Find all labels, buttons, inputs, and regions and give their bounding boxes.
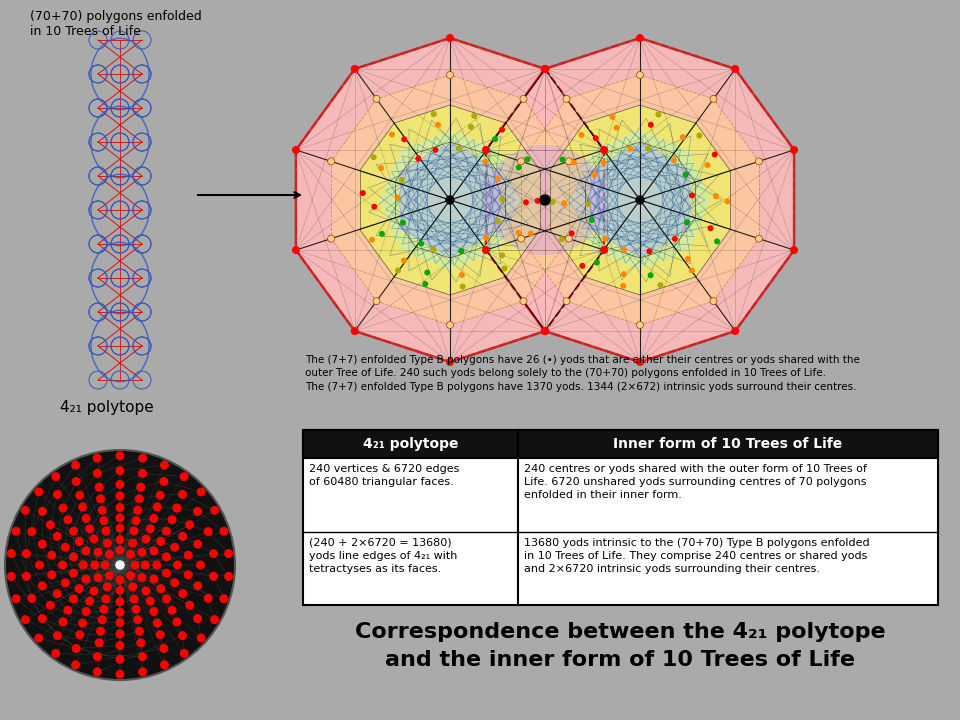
Circle shape [708, 225, 713, 231]
Circle shape [115, 503, 125, 512]
Circle shape [95, 482, 104, 492]
Circle shape [159, 644, 168, 653]
Circle shape [115, 480, 125, 489]
Circle shape [648, 122, 654, 127]
Circle shape [588, 217, 595, 223]
Circle shape [85, 597, 94, 606]
Circle shape [197, 634, 205, 643]
Circle shape [58, 560, 67, 570]
Circle shape [395, 194, 401, 201]
Circle shape [389, 132, 395, 138]
Circle shape [431, 111, 437, 117]
Circle shape [63, 606, 72, 615]
Circle shape [671, 158, 677, 163]
Circle shape [60, 578, 70, 588]
Circle shape [756, 158, 762, 165]
Circle shape [204, 527, 213, 536]
Circle shape [185, 600, 194, 610]
Circle shape [59, 618, 67, 626]
Circle shape [100, 516, 108, 525]
Circle shape [193, 581, 203, 590]
Circle shape [59, 503, 67, 513]
Circle shape [22, 572, 31, 581]
Circle shape [711, 151, 718, 158]
Circle shape [416, 156, 421, 161]
Text: 4₂₁ polytope: 4₂₁ polytope [363, 437, 458, 451]
Polygon shape [589, 142, 690, 258]
Circle shape [96, 495, 105, 503]
Circle shape [378, 165, 384, 171]
Circle shape [115, 546, 125, 554]
Text: and the inner form of 10 Trees of Life: and the inner form of 10 Trees of Life [385, 650, 855, 670]
Circle shape [79, 560, 87, 570]
Text: 4₂₁ polytope: 4₂₁ polytope [60, 400, 154, 415]
Circle shape [89, 587, 99, 595]
Circle shape [492, 136, 498, 142]
Circle shape [210, 506, 219, 515]
Circle shape [137, 573, 147, 582]
Circle shape [396, 267, 401, 274]
Circle shape [130, 526, 138, 536]
Circle shape [183, 570, 193, 580]
Circle shape [471, 113, 477, 119]
Circle shape [21, 615, 30, 624]
Circle shape [672, 236, 678, 242]
Text: 240 vertices & 6720 edges
of 60480 triangular faces.: 240 vertices & 6720 edges of 60480 trian… [309, 464, 460, 487]
Circle shape [132, 516, 140, 525]
Circle shape [224, 572, 233, 581]
Polygon shape [380, 130, 520, 270]
Circle shape [37, 581, 47, 590]
Circle shape [494, 218, 501, 224]
Circle shape [136, 638, 145, 647]
Circle shape [128, 539, 137, 548]
Circle shape [82, 514, 90, 523]
Circle shape [499, 196, 505, 202]
Circle shape [126, 550, 135, 559]
Circle shape [156, 491, 165, 500]
Circle shape [170, 578, 180, 588]
Circle shape [483, 235, 490, 240]
Circle shape [82, 575, 90, 584]
Circle shape [636, 358, 644, 366]
Circle shape [90, 560, 99, 570]
Circle shape [563, 95, 570, 102]
Text: Inner form of 10 Trees of Life: Inner form of 10 Trees of Life [613, 437, 843, 451]
Circle shape [115, 598, 125, 606]
Circle shape [648, 272, 654, 278]
Circle shape [520, 297, 527, 305]
Circle shape [350, 327, 359, 335]
Circle shape [12, 527, 20, 536]
Circle shape [37, 614, 47, 623]
Circle shape [105, 571, 114, 580]
Circle shape [96, 626, 105, 636]
Circle shape [725, 199, 731, 204]
Circle shape [69, 569, 78, 577]
Circle shape [710, 297, 717, 305]
Circle shape [115, 575, 125, 585]
Ellipse shape [485, 145, 605, 255]
Circle shape [369, 237, 375, 243]
Polygon shape [521, 75, 759, 325]
Circle shape [173, 560, 182, 570]
Text: 240 centres or yods shared with the outer form of 10 Trees of
Life. 6720 unshare: 240 centres or yods shared with the oute… [524, 464, 867, 500]
Circle shape [540, 195, 550, 205]
Circle shape [150, 575, 158, 584]
Circle shape [51, 649, 60, 658]
Text: (240 + 2×6720 = 13680)
yods line edges of 4₂₁ with
tetractyses as its faces.: (240 + 2×6720 = 13680) yods line edges o… [309, 538, 457, 574]
Circle shape [150, 514, 158, 523]
Polygon shape [331, 75, 569, 325]
Circle shape [360, 190, 366, 196]
Circle shape [130, 595, 138, 603]
Circle shape [458, 248, 465, 254]
Circle shape [594, 260, 600, 266]
Circle shape [100, 605, 108, 614]
Circle shape [565, 158, 572, 165]
Circle shape [162, 527, 171, 536]
Circle shape [636, 322, 643, 328]
Circle shape [714, 238, 720, 244]
Circle shape [499, 252, 505, 258]
Circle shape [168, 606, 177, 615]
Circle shape [645, 145, 651, 151]
Circle shape [115, 608, 125, 616]
Circle shape [46, 521, 55, 529]
